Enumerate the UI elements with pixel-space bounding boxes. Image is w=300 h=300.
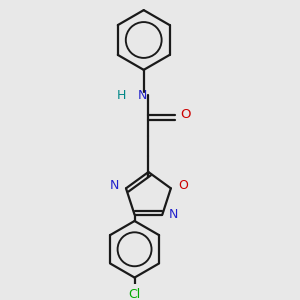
Text: Cl: Cl xyxy=(128,288,141,300)
Text: O: O xyxy=(178,179,188,192)
Text: O: O xyxy=(180,108,190,121)
Text: N: N xyxy=(137,88,147,101)
Text: N: N xyxy=(169,208,178,221)
Text: N: N xyxy=(110,179,119,192)
Text: H: H xyxy=(117,88,126,101)
